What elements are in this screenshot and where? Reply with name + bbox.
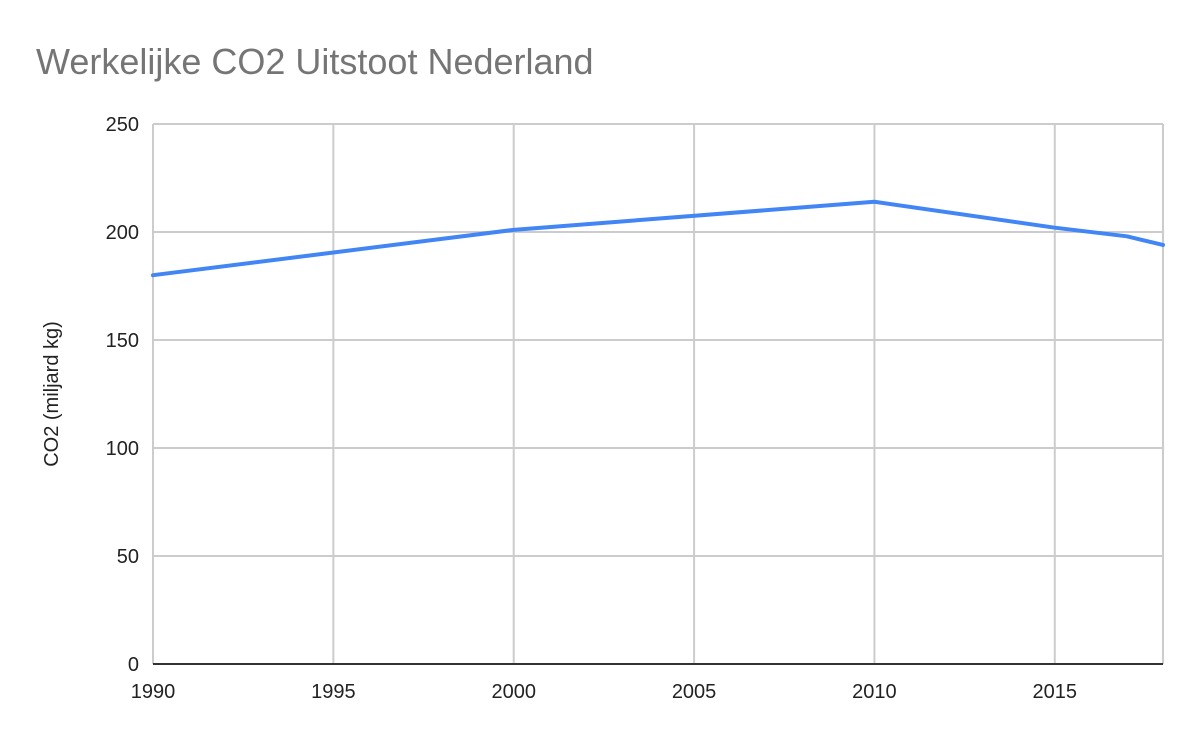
y-tick-label: 50 <box>117 546 139 568</box>
series-layer <box>151 199 1165 278</box>
grid <box>152 123 1164 664</box>
y-tick-label: 200 <box>106 222 139 244</box>
y-tick-label: 150 <box>106 330 139 352</box>
chart-title: Werkelijke CO2 Uitstoot Nederland <box>36 41 594 82</box>
y-axis-label: CO2 (miljard kg) <box>41 321 63 467</box>
x-tick-label: 1995 <box>311 681 356 703</box>
y-tick-label: 100 <box>106 438 139 460</box>
x-tick-label: 2010 <box>852 681 897 703</box>
x-tick-label: 1990 <box>131 681 176 703</box>
y-tick-label: 0 <box>128 654 139 676</box>
x-tick-label: 2000 <box>491 681 536 703</box>
x-axis-ticks: 1990 1995 2000 2005 2010 2015 <box>131 681 1077 703</box>
y-axis-ticks: 0 50 100 150 200 250 <box>106 114 139 676</box>
y-tick-label: 250 <box>106 114 139 136</box>
series-line <box>151 199 1165 278</box>
x-tick-label: 2005 <box>672 681 717 703</box>
x-tick-label: 2015 <box>1033 681 1078 703</box>
